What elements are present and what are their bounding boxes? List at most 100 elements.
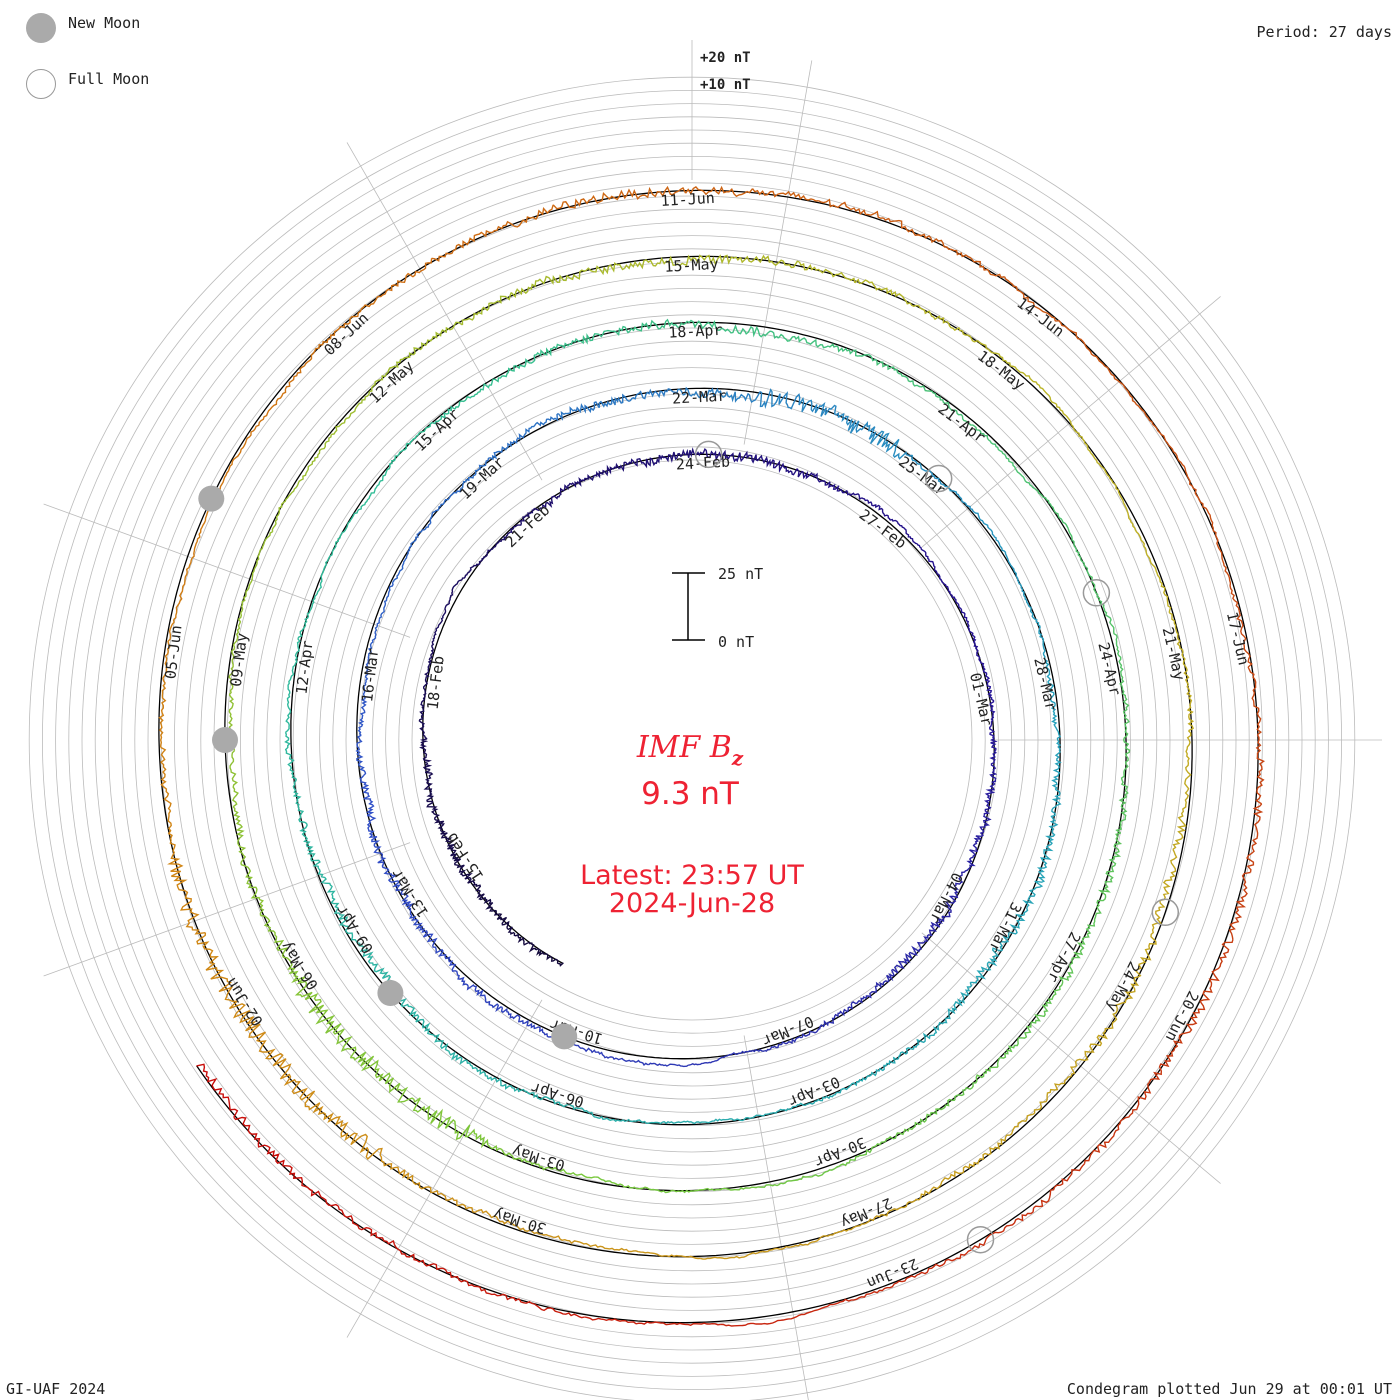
date-label: 03-May (510, 1142, 567, 1175)
trace-segment (1089, 575, 1112, 625)
trace-segment (1199, 939, 1234, 1002)
radial-line (743, 1035, 809, 1400)
trace-segment (1104, 365, 1149, 419)
trace-segment (1138, 907, 1163, 966)
trace-segment (456, 1203, 517, 1227)
trace-segment (693, 448, 729, 462)
trace-segment (287, 638, 301, 686)
legend-new-moon: New Moon (26, 13, 140, 43)
trace-segment (1158, 848, 1178, 909)
trace-segment (700, 1250, 763, 1260)
period-label: Period: 27 days (1256, 23, 1392, 41)
date-label: 24-Feb (675, 453, 730, 474)
trace-segment (162, 619, 175, 684)
trace-segment (489, 907, 513, 933)
radial-line (346, 999, 543, 1338)
trace-segment (970, 947, 1001, 984)
trace-segment (333, 909, 365, 948)
trace-segment (798, 261, 856, 283)
trace-segment (580, 325, 631, 345)
trace-segment (1035, 621, 1049, 664)
trace-segment (461, 292, 512, 325)
trace-segment (889, 518, 918, 545)
parameter-subscript: z (731, 746, 744, 770)
trace-segment (982, 670, 995, 707)
trace-segment (943, 246, 1005, 279)
trace-segment (292, 778, 308, 825)
date-label: 28-Mar (1030, 656, 1060, 713)
full-moon-marker (694, 440, 723, 469)
trace-segment (359, 774, 375, 817)
trace-segment (865, 969, 895, 999)
trace-segment (229, 750, 239, 808)
trace-segment (426, 801, 445, 832)
trace-segment (739, 254, 800, 269)
radial-line (43, 842, 411, 977)
trace-segment (818, 198, 884, 219)
trace-segment (317, 867, 340, 911)
trace-segment (1147, 556, 1172, 613)
trace-segment (853, 1274, 918, 1301)
center-readout: IMF Bz 9.3 nT Latest: 23:57 UT 2024-Jun-… (580, 730, 804, 919)
trace-segment (1122, 502, 1150, 558)
date-label: 14-Jun (1013, 294, 1067, 341)
trace-segment (623, 255, 683, 270)
bz-data-trace (158, 185, 1266, 1327)
date-label: 11-Jun (660, 189, 715, 210)
trace-segment (936, 1152, 990, 1190)
trace-segment (362, 656, 370, 696)
trace-segment (1036, 832, 1056, 875)
date-label: 03-Apr (786, 1073, 843, 1111)
trace-segment (531, 1092, 575, 1110)
date-label: 18-Feb (424, 655, 448, 711)
trace-segment (432, 608, 447, 641)
legend-new-moon-label: New Moon (68, 14, 141, 32)
date-label: 21-Feb (501, 501, 553, 551)
trace-segment (989, 742, 998, 780)
trace-segment (936, 573, 959, 605)
trace-segment (961, 330, 1011, 367)
trace-segment (999, 450, 1036, 490)
trace-segment (426, 639, 435, 674)
trace-segment (1112, 964, 1142, 1022)
trace-segment (1228, 871, 1251, 940)
trace-segment (836, 1071, 877, 1094)
trace-segment (431, 487, 463, 514)
date-label: 16-Mar (358, 647, 382, 703)
trace-segment (1067, 528, 1091, 577)
trace-segment (284, 732, 297, 780)
trace-segment (908, 1098, 956, 1131)
trace-segment (315, 1009, 357, 1059)
trace-segment (751, 1105, 795, 1119)
moon-phase-markers (198, 440, 1180, 1254)
trace-segment (552, 191, 620, 210)
full-moon-icon (26, 69, 56, 99)
trace-segment (557, 401, 600, 421)
trace-segment (688, 1055, 727, 1066)
trace-segment (491, 204, 554, 233)
trace-segment (961, 416, 1001, 452)
trace-segment (415, 1018, 451, 1054)
trace-segment (160, 746, 172, 812)
trace-segment (909, 302, 963, 332)
trace-segment (706, 1116, 752, 1124)
trace-segment (415, 405, 456, 437)
trace-segment (490, 1144, 543, 1168)
trace-segment (1129, 1060, 1171, 1116)
latest-time: Latest: 23:57 UT (580, 860, 804, 891)
trace-segment (916, 543, 938, 574)
trace-segment (1048, 788, 1062, 833)
trace-segment (788, 1298, 855, 1320)
trace-segment (617, 1118, 664, 1125)
trace-segment (648, 1188, 704, 1194)
trace-segment (1018, 582, 1038, 623)
trace-segment (861, 497, 891, 521)
trace-segment (258, 1046, 309, 1099)
date-label: 18-May (974, 347, 1028, 394)
trace-segment (983, 779, 997, 816)
grid-ring (398, 446, 986, 1034)
trace-segment (454, 379, 494, 410)
date-label: 22-Mar (672, 387, 727, 408)
trace-segment (598, 393, 639, 408)
